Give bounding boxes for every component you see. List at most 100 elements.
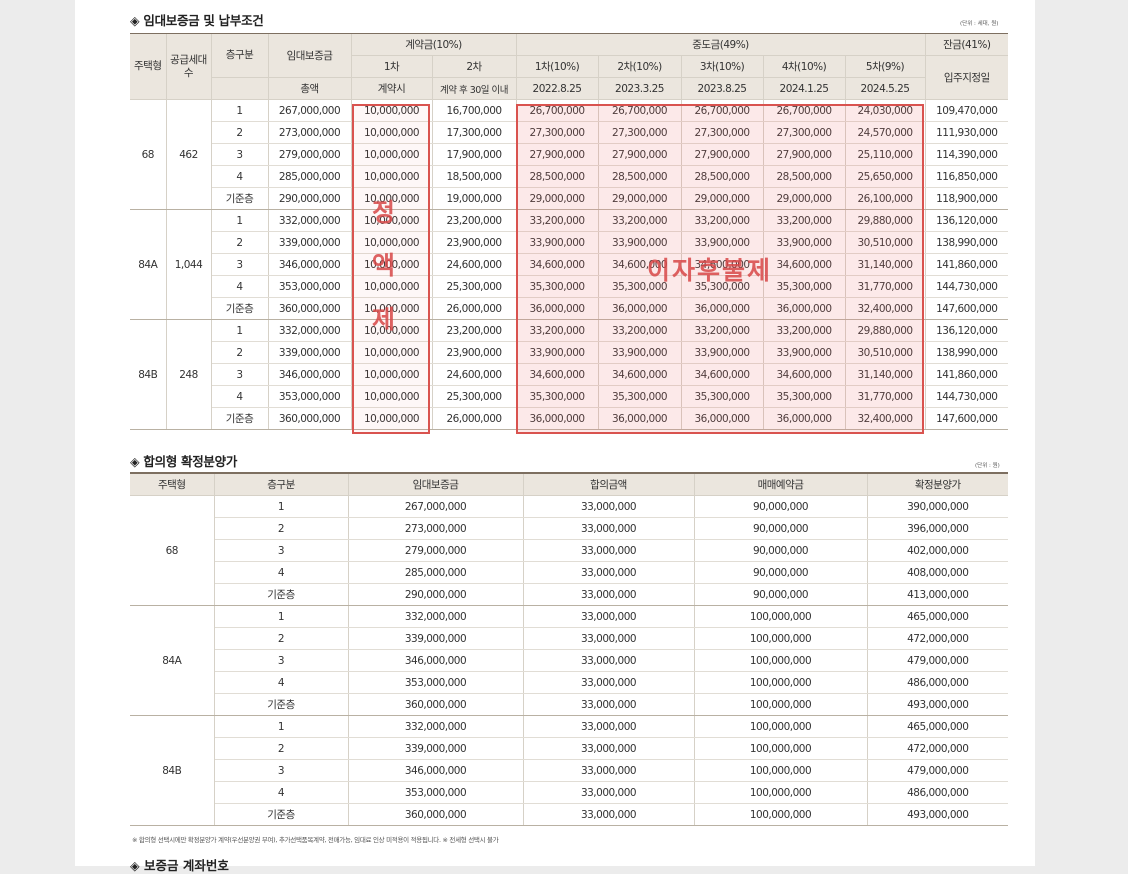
cell-col-4: 100,000,000 bbox=[694, 605, 868, 628]
cell-m1: 35,300,000 bbox=[516, 385, 599, 408]
table-row: 기준층 360,000,000 10,000,000 26,000,000 36,000… bbox=[130, 297, 1009, 320]
table-top-rule-2 bbox=[130, 472, 1008, 474]
cell-total: 273,000,000 bbox=[268, 121, 352, 144]
cell-m3: 34,600,000 bbox=[681, 363, 764, 386]
cell-m4: 33,200,000 bbox=[763, 209, 846, 232]
cell-total: 290,000,000 bbox=[268, 187, 352, 210]
cell-total: 339,000,000 bbox=[268, 231, 352, 254]
cell-col-2: 279,000,000 bbox=[348, 539, 524, 562]
cell-bal: 136,120,000 bbox=[925, 319, 1009, 342]
table-row: 4 353,000,000 33,000,000 100,000,000 486,000… bbox=[130, 671, 1008, 694]
cell-col-2: 290,000,000 bbox=[348, 583, 524, 606]
cell-m3: 36,000,000 bbox=[681, 407, 764, 430]
table-row: 3 346,000,000 10,000,000 24,600,000 34,600,0… bbox=[130, 253, 1009, 276]
header-m1: 1차(10%) bbox=[516, 55, 599, 78]
deposit-payment-table: 주택형 공급세대수 층구분 임대보증금 계약금(10%) 중도금(49%) 잔금… bbox=[130, 34, 1009, 430]
cell-c2: 26,000,000 bbox=[432, 297, 517, 320]
cell-floor: 1 bbox=[211, 99, 269, 122]
cell-m1: 36,000,000 bbox=[516, 297, 599, 320]
cell-m2: 28,500,000 bbox=[598, 165, 682, 188]
cell-col-3: 33,000,000 bbox=[523, 649, 695, 672]
header-col-5: 확정분양가 bbox=[867, 474, 1008, 496]
cell-col-2: 339,000,000 bbox=[348, 737, 524, 760]
cell-col-5: 486,000,000 bbox=[867, 671, 1008, 694]
cell-col-5: 390,000,000 bbox=[867, 495, 1008, 518]
cell-m3: 35,300,000 bbox=[681, 385, 764, 408]
cell-floor: 2 bbox=[211, 231, 269, 254]
header-c2-sub: 계약 후 30일 이내 bbox=[432, 77, 517, 100]
header-c2: 2차 bbox=[432, 55, 517, 78]
cell-m5: 29,880,000 bbox=[845, 209, 926, 232]
cell-c1: 10,000,000 bbox=[351, 231, 433, 254]
table-row: 4 285,000,000 10,000,000 18,500,000 28,500,0… bbox=[130, 165, 1009, 188]
cell-m2: 27,300,000 bbox=[598, 121, 682, 144]
cell-m3: 28,500,000 bbox=[681, 165, 764, 188]
document-page: ◈ 임대보증금 및 납부조건 (단위 : 세대, 원) 주택형 공급세대수 층구… bbox=[75, 0, 1035, 873]
stamp-fixed-2: 액 bbox=[372, 251, 396, 280]
cell-total: 353,000,000 bbox=[268, 385, 352, 408]
cell-m3: 27,300,000 bbox=[681, 121, 764, 144]
cell-c2: 26,000,000 bbox=[432, 407, 517, 430]
cell-col-5: 465,000,000 bbox=[867, 715, 1008, 738]
cell-col-5: 479,000,000 bbox=[867, 759, 1008, 782]
cell-col-5: 402,000,000 bbox=[867, 539, 1008, 562]
cell-m2: 33,200,000 bbox=[598, 209, 682, 232]
cell-m2: 36,000,000 bbox=[598, 297, 682, 320]
cell-m4: 34,600,000 bbox=[763, 253, 846, 276]
cell-floor: 2 bbox=[211, 121, 269, 144]
table-row: 기준층 290,000,000 10,000,000 19,000,000 29,000… bbox=[130, 187, 1009, 210]
table-row: 84B 248 1 332,000,000 10,000,000 23,200,000 33… bbox=[130, 319, 1009, 430]
unit-label-2: (단위 : 원) bbox=[975, 463, 1000, 469]
cell-c1: 10,000,000 bbox=[351, 297, 433, 320]
table-row: 68 1 267,000,000 33,000,000 90,000,000 390,00… bbox=[130, 495, 1008, 606]
table-row: 3 346,000,000 10,000,000 24,600,000 34,600,0… bbox=[130, 363, 1009, 386]
cell-m3: 27,900,000 bbox=[681, 143, 764, 166]
cell-m2: 33,900,000 bbox=[598, 341, 682, 364]
cell-bal: 147,600,000 bbox=[925, 407, 1009, 430]
cell-floor: 3 bbox=[211, 143, 269, 166]
cell-col-4: 100,000,000 bbox=[694, 627, 868, 650]
cell-c2: 23,200,000 bbox=[432, 209, 517, 232]
cell-total: 332,000,000 bbox=[268, 209, 352, 232]
cell-col-3: 33,000,000 bbox=[523, 517, 695, 540]
cell-col-1: 3 bbox=[214, 649, 349, 672]
cell-col-4: 100,000,000 bbox=[694, 693, 868, 716]
cell-col-1: 2 bbox=[214, 517, 349, 540]
cell-m2: 33,900,000 bbox=[598, 231, 682, 254]
cell-c2: 25,300,000 bbox=[432, 385, 517, 408]
cell-m3: 33,900,000 bbox=[681, 341, 764, 364]
cell-total: 346,000,000 bbox=[268, 253, 352, 276]
cell-col-1: 기준층 bbox=[214, 583, 349, 606]
cell-m1: 36,000,000 bbox=[516, 407, 599, 430]
cell-m5: 31,770,000 bbox=[845, 385, 926, 408]
cell-m4: 28,500,000 bbox=[763, 165, 846, 188]
stamp-interest-deferred: 이자후불제 bbox=[647, 256, 773, 285]
cell-total: 267,000,000 bbox=[268, 99, 352, 122]
cell-bal: 141,860,000 bbox=[925, 253, 1009, 276]
cell-col-1: 4 bbox=[214, 561, 349, 584]
header-m2-date: 2023.3.25 bbox=[598, 77, 682, 100]
cell-m3: 33,200,000 bbox=[681, 319, 764, 342]
cell-m5: 32,400,000 bbox=[845, 407, 926, 430]
cell-m3: 33,200,000 bbox=[681, 209, 764, 232]
cell-col-1: 1 bbox=[214, 495, 349, 518]
cell-total: 360,000,000 bbox=[268, 407, 352, 430]
cell-floor: 기준층 bbox=[211, 297, 269, 320]
header-balance: 잔금(41%) bbox=[925, 34, 1009, 56]
cell-bal: 144,730,000 bbox=[925, 275, 1009, 298]
cell-col-2: 267,000,000 bbox=[348, 495, 524, 518]
fixed-amount-highlight-box bbox=[352, 104, 430, 434]
cell-col-5: 493,000,000 bbox=[867, 803, 1008, 826]
cell-type: 84A bbox=[130, 605, 215, 716]
interest-deferred-highlight-box bbox=[516, 104, 924, 434]
cell-c1: 10,000,000 bbox=[351, 165, 433, 188]
cell-col-1: 2 bbox=[214, 627, 349, 650]
cell-floor: 1 bbox=[211, 209, 269, 232]
cell-c2: 24,600,000 bbox=[432, 253, 517, 276]
header-floor: 층구분 bbox=[211, 34, 269, 78]
cell-m1: 27,300,000 bbox=[516, 121, 599, 144]
cell-col-4: 100,000,000 bbox=[694, 803, 868, 826]
cell-m5: 25,650,000 bbox=[845, 165, 926, 188]
cell-m4: 27,300,000 bbox=[763, 121, 846, 144]
cell-m1: 33,200,000 bbox=[516, 209, 599, 232]
